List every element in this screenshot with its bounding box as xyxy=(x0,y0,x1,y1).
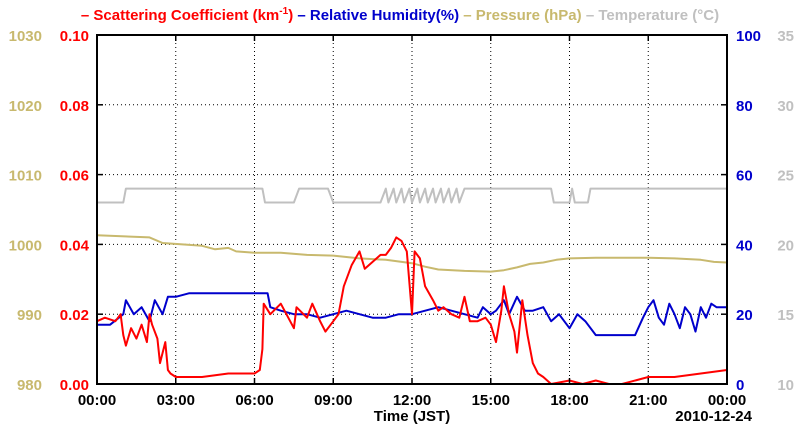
legend-suffix: ) xyxy=(288,7,293,24)
x-tick-label: 09:00 xyxy=(314,392,352,409)
scattering-tick-label: 0.04 xyxy=(60,237,90,254)
temperature-tick-label: 30 xyxy=(777,98,794,115)
pressure-tick-label: 1010 xyxy=(9,168,42,185)
temperature-tick-label: 35 xyxy=(777,28,794,45)
series-line-relative-humidity xyxy=(97,292,727,337)
pressure-tick-label: 1030 xyxy=(9,28,42,45)
series-line-pressure xyxy=(96,234,728,273)
x-tick-label: 15:00 xyxy=(472,392,510,409)
pressure-tick-label: 980 xyxy=(17,377,42,394)
scattering-tick-label: 0.02 xyxy=(60,307,89,324)
humidity-tick-label: 40 xyxy=(736,237,753,254)
legend-dash: – xyxy=(81,7,94,24)
x-tick-label: 00:00 xyxy=(78,392,116,409)
x-tick-label: 18:00 xyxy=(550,392,588,409)
legend-item-label: Scattering Coefficient (km xyxy=(93,7,279,24)
legend-item-label: Relative Humidity(%) xyxy=(310,7,459,24)
humidity-tick-label: 0 xyxy=(736,377,744,394)
legend-superscript: -1 xyxy=(279,6,288,17)
temperature-tick-label: 20 xyxy=(777,237,794,254)
scattering-tick-label: 0.10 xyxy=(60,28,89,45)
pressure-tick-label: 990 xyxy=(17,307,42,324)
x-tick-label: 21:00 xyxy=(629,392,667,409)
x-tick-label: 00:00 xyxy=(708,392,746,409)
scattering-tick-label: 0.08 xyxy=(60,98,89,115)
humidity-tick-label: 60 xyxy=(736,168,753,185)
humidity-tick-label: 100 xyxy=(736,28,761,45)
series-line-scattering-coefficient xyxy=(96,236,728,385)
x-axis-label: Time (JST) xyxy=(374,408,450,425)
humidity-tick-label: 80 xyxy=(736,98,753,115)
legend-text: – Scattering Coefficient (km-1) – Relati… xyxy=(81,6,719,24)
legend-item-label: Temperature (°C) xyxy=(598,7,719,24)
date-label: 2010-12-24 xyxy=(675,408,752,425)
legend-dash: – xyxy=(459,7,476,24)
pressure-tick-label: 1000 xyxy=(9,237,42,254)
scattering-tick-label: 0.06 xyxy=(60,168,89,185)
legend: – Scattering Coefficient (km-1) – Relati… xyxy=(81,6,719,24)
x-tick-label: 03:00 xyxy=(157,392,195,409)
grid-lines xyxy=(97,35,727,384)
axis-ticks: 00:00 03:00 06:00 09:00 12:00 15:00 18:00 21:00… xyxy=(9,28,794,409)
series-layer xyxy=(96,187,728,385)
scattering-tick-label: 0.00 xyxy=(60,377,89,394)
temperature-tick-label: 15 xyxy=(777,307,794,324)
temperature-tick-label: 10 xyxy=(777,377,794,394)
legend-item-label: Pressure (hPa) xyxy=(476,7,582,24)
x-tick-label: 12:00 xyxy=(393,392,431,409)
series-line-temperature xyxy=(97,187,727,204)
humidity-tick-label: 20 xyxy=(736,307,753,324)
pressure-tick-label: 1020 xyxy=(9,98,42,115)
x-tick-label: 06:00 xyxy=(235,392,273,409)
legend-dash: – xyxy=(293,7,310,24)
legend-dash: – xyxy=(582,7,599,24)
temperature-tick-label: 25 xyxy=(777,168,794,185)
